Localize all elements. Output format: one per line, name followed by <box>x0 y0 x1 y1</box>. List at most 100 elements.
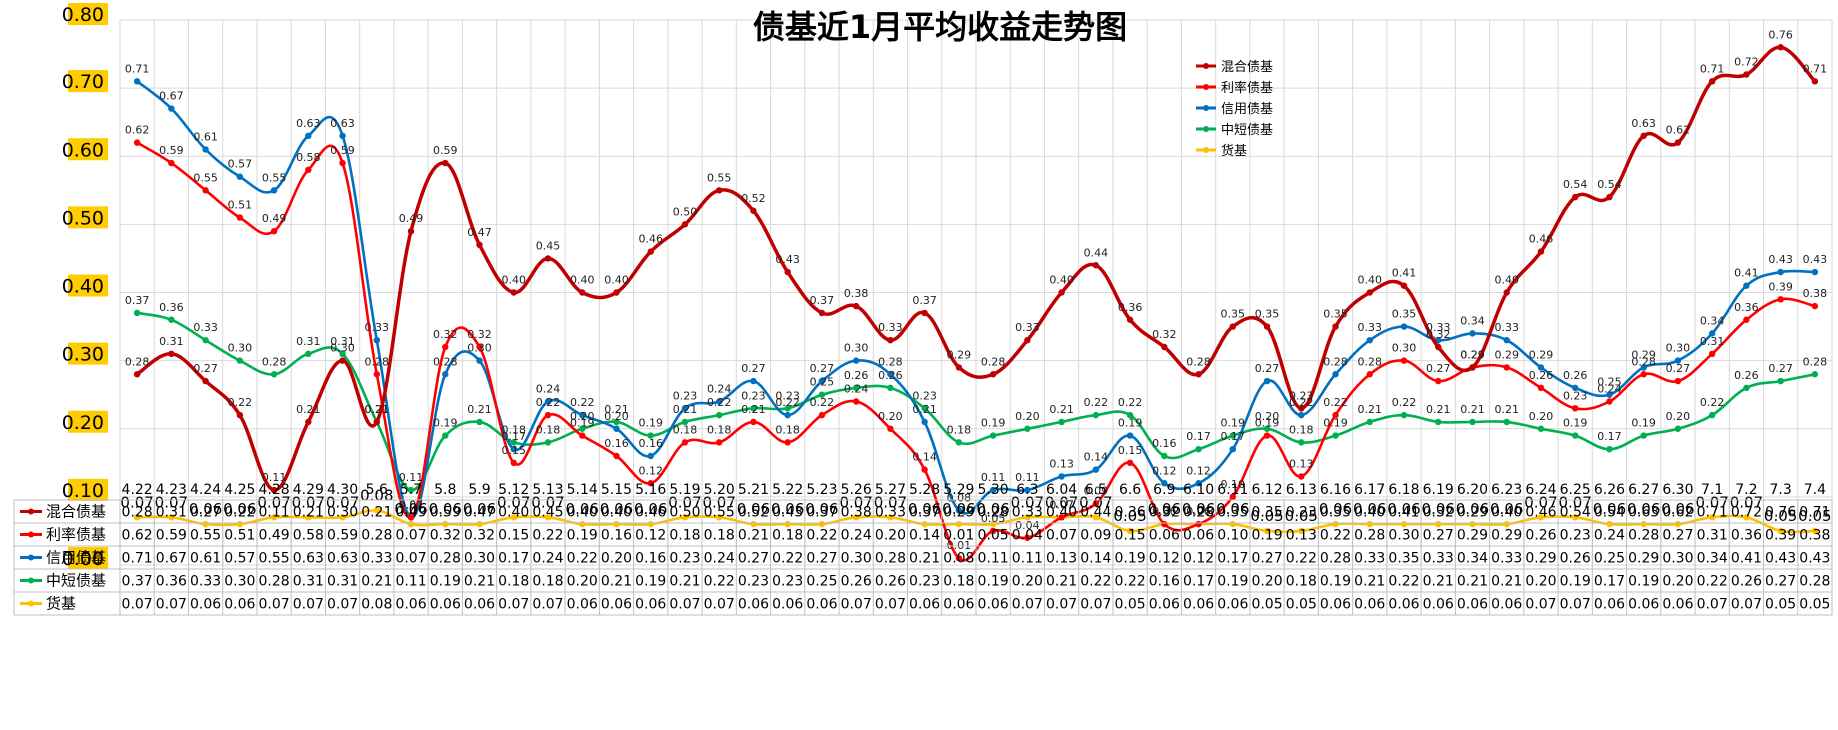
data-point <box>1640 364 1647 371</box>
data-label: 0.16 <box>638 437 663 450</box>
x-tick-label: 6.18 <box>1388 482 1419 498</box>
data-point <box>544 398 552 405</box>
table-cell: 0.25 <box>806 574 837 590</box>
table-cell: 0.06 <box>1457 597 1488 613</box>
data-point <box>1400 357 1408 364</box>
data-label: 0.23 <box>741 389 766 402</box>
x-tick-label: 6.04 <box>1046 482 1077 498</box>
table-cell: 0.17 <box>1594 574 1625 590</box>
data-label: 0.36 <box>1734 301 1759 314</box>
table-cell: 0.63 <box>1628 505 1659 521</box>
table-cell: 0.06 <box>1491 597 1522 613</box>
table-row-label: 混合债基 <box>46 503 106 521</box>
legend-marker <box>1203 126 1209 132</box>
data-point <box>1674 139 1682 146</box>
data-point <box>887 514 894 521</box>
table-row-marker <box>28 508 34 515</box>
data-label: 0.45 <box>536 239 561 252</box>
y-tick-label: 0.60 <box>62 139 104 161</box>
data-point <box>1708 411 1716 419</box>
data-label: 0.20 <box>1015 410 1040 423</box>
data-point <box>921 405 928 412</box>
data-label: 0.59 <box>159 144 184 157</box>
legend-label: 利率债基 <box>1221 80 1273 96</box>
legend-label: 混合债基 <box>1221 60 1273 75</box>
data-point <box>442 371 449 378</box>
table-cell: 0.30 <box>327 505 358 521</box>
table-cell: 0.06 <box>1217 597 1248 613</box>
y-tick-bg <box>68 478 108 501</box>
data-label: 0.35 <box>1221 308 1246 321</box>
data-label: 0.07 <box>668 493 701 511</box>
data-label: 0.28 <box>1186 355 1211 368</box>
table-cell: 0.58 <box>293 528 324 544</box>
table-row-label: 利率债基 <box>46 526 106 544</box>
table-cell: 0.40 <box>1354 505 1385 521</box>
data-point <box>442 343 449 351</box>
data-point <box>784 439 791 446</box>
table-cell: 0.22 <box>1388 574 1419 590</box>
data-label: 0.31 <box>296 335 321 348</box>
x-tick-label: 4.29 <box>293 482 324 498</box>
table-cell: 0.01 <box>943 528 974 544</box>
data-label: 0.07 <box>1045 493 1078 511</box>
table-cell: 0.36 <box>1114 505 1145 521</box>
table-cell: 0.32 <box>464 528 495 544</box>
data-point <box>1058 514 1065 521</box>
table-cell: 0.28 <box>1183 505 1214 521</box>
data-label: 0.41 <box>1392 267 1417 280</box>
table-cell: 0.33 <box>1423 551 1454 567</box>
data-point <box>1263 432 1271 439</box>
data-label: 0.19 <box>1323 417 1348 430</box>
data-point <box>476 520 483 528</box>
data-point <box>1332 432 1339 439</box>
data-label: 0.07 <box>1011 493 1044 511</box>
table-cell: 0.07 <box>1560 597 1591 613</box>
table-cell: 0.33 <box>1354 551 1385 567</box>
table-cell: 0.06 <box>224 597 255 613</box>
data-point <box>1366 336 1373 344</box>
data-point <box>407 486 415 494</box>
data-point <box>544 514 552 521</box>
data-point <box>407 514 415 521</box>
table-cell: 0.06 <box>1354 597 1385 613</box>
data-point <box>407 520 415 528</box>
table-cell: 0.22 <box>1697 574 1728 590</box>
data-point <box>1161 520 1168 528</box>
y-tick-label: 0.20 <box>62 412 104 434</box>
y-tick-label: 0.30 <box>62 344 104 366</box>
table-cell: 0.20 <box>1012 574 1043 590</box>
table-cell: 0.06 <box>635 597 666 613</box>
data-point <box>407 227 415 235</box>
data-label: 0.37 <box>810 294 835 307</box>
data-point <box>1537 514 1545 521</box>
data-label: 0.29 <box>1460 348 1485 361</box>
data-point <box>716 411 723 419</box>
x-tick-label: 5.7 <box>400 482 422 498</box>
data-label: 0.20 <box>570 410 595 423</box>
table-cell: 0.06 <box>943 597 974 613</box>
table-cell: 0.21 <box>293 505 324 521</box>
data-label: 0.28 <box>125 355 150 368</box>
data-point <box>1024 336 1031 344</box>
data-point <box>1503 289 1510 296</box>
data-point <box>133 371 141 378</box>
data-point <box>442 159 449 167</box>
data-label: 0.18 <box>947 423 972 436</box>
data-point <box>1572 405 1579 412</box>
data-point <box>1708 514 1716 521</box>
data-point <box>887 384 894 392</box>
data-label: 0.27 <box>1666 362 1691 375</box>
data-point <box>613 289 620 296</box>
data-label: 0.32 <box>467 328 492 341</box>
data-point <box>1229 520 1237 528</box>
data-label: 0.22 <box>1392 396 1417 409</box>
table-cell: 0.11 <box>1012 551 1043 567</box>
table-cell: 0.55 <box>190 528 221 544</box>
data-label: 0.33 <box>878 321 903 334</box>
data-label: 0.06 <box>1456 500 1489 518</box>
table-cell: 0.21 <box>1423 574 1454 590</box>
table-cell: 0.34 <box>1697 551 1728 567</box>
x-tick-label: 6.5 <box>1085 482 1107 498</box>
